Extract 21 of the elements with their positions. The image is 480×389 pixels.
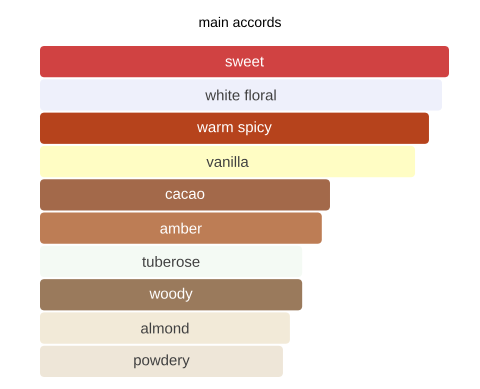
y-tick-label: white floral [205,89,276,100]
bar [40,346,283,378]
y-tick-label: powdery [134,354,190,368]
y-tick-label: cacao [166,190,204,199]
y-tick-label: vanilla [206,156,249,168]
bar [40,112,429,144]
chart-title: main accords [199,16,281,28]
y-tick-label: tuberose [142,256,200,267]
bar [40,79,442,111]
y-tick-label: almond [141,322,188,334]
bar [40,146,416,178]
y-tick-label: sweet [225,56,264,67]
bar [40,179,330,211]
bar [40,212,322,244]
bar [40,312,290,344]
bar [40,246,302,278]
bar [40,279,302,310]
bar [40,46,450,78]
y-tick-label: warm spicy [197,121,272,136]
y-tick-label: amber [160,222,202,234]
y-tick-label: woody [149,288,193,302]
